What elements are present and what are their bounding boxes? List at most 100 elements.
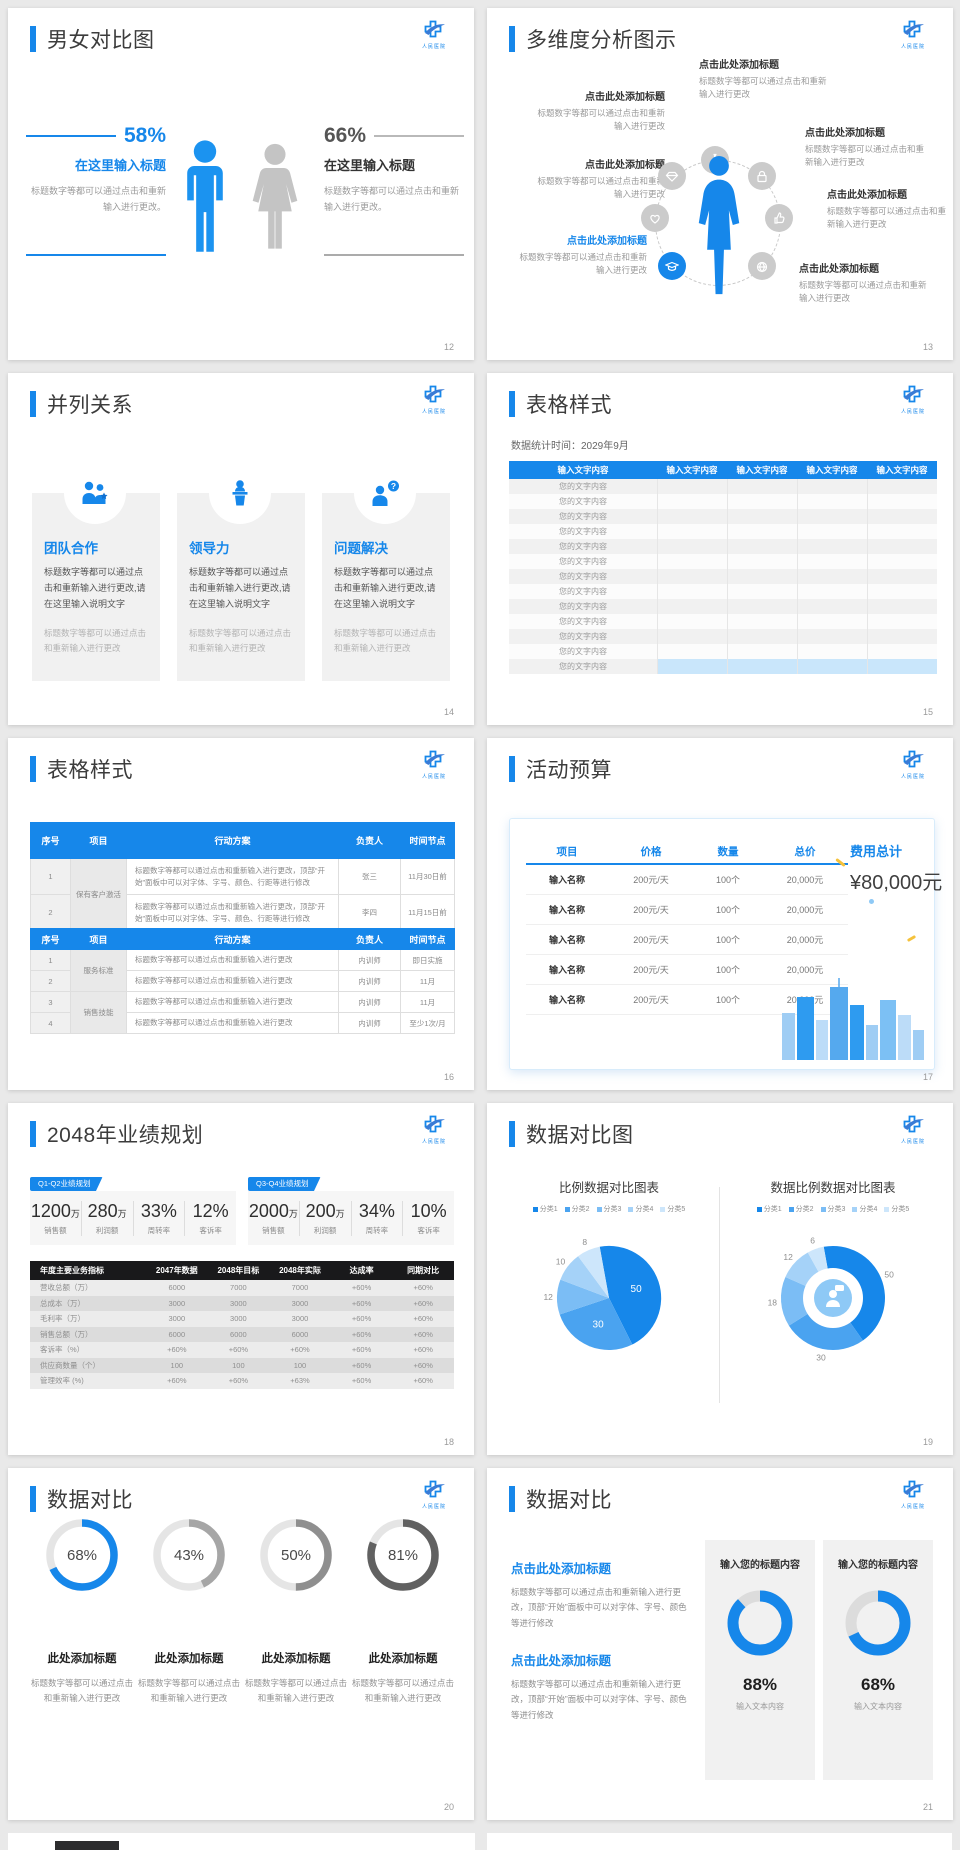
slide-thumbnail-17[interactable]: 活动预算 人民医院 项目 价格 数量 总价 输入名称 200元/天 100个 2… [487, 738, 953, 1090]
item-qty: 100个 [715, 905, 741, 915]
stat-item: 2000万 销售额 [248, 1201, 299, 1236]
slide-header: 2048年业绩规划 [30, 1119, 203, 1149]
hospital-logo: 人民医院 [410, 1115, 458, 1145]
slide-header: 数据对比 [30, 1484, 133, 1514]
table-row: 您的文字内容 [509, 539, 937, 554]
slide-thumbnail-13[interactable]: 多维度分析图示 人民医院 点击此处添加标题 标题数字等都可以通过点击和重新输入进… [487, 8, 953, 360]
ring-progress [46, 1519, 118, 1591]
table-cell: +60% [351, 1329, 372, 1339]
leadership-icon [232, 480, 248, 506]
slide-thumbnail-14[interactable]: 并列关系 人民医院 团队合作 标题数字等都可以通过点击和重新输入进行更改,请在这… [8, 373, 474, 725]
callout-block: 点击此处添加标题 标题数字等都可以通过点击和重新输入进行更改 [531, 156, 665, 201]
card-body: 标题数字等都可以通过点击和重新输入进行更改,请在这里输入说明文字 [334, 567, 436, 610]
table-row: 您的文字内容 [509, 524, 937, 539]
row-number: 2 [30, 970, 71, 992]
donut-stat-card: 输入您的标题内容 68% 输入文本内容 [823, 1540, 933, 1780]
action-plan-table-a: 序号 项目 行动方案 负责人 时间节点 1 保有客户激活 标题数字等都可以通过点… [30, 822, 455, 931]
gray-line [374, 135, 464, 137]
table-cell: +60% [351, 1314, 372, 1324]
pie-slice [578, 1246, 609, 1298]
table-row: 输入名称 200元/天 100个 20,000元 [526, 895, 848, 925]
table-cell [867, 644, 937, 659]
column-header: 时间节点 [400, 822, 455, 859]
next-row-slide-peek [487, 1833, 952, 1850]
item-price: 200元/天 [633, 965, 669, 975]
plan-cell: 标题数字等都可以通过点击和重新输入进行更改 [126, 970, 339, 992]
callout-block: 点击此处添加标题 标题数字等都可以通过点击和重新输入进行更改 [827, 186, 949, 231]
ring-stat-item: 81% 此处添加标题 标题数字等都可以通过点击和重新输入进行更改 [351, 1516, 455, 1706]
slide-thumbnail-16[interactable]: 表格样式 人民医院 序号 项目 行动方案 负责人 时间节点 1 保有客户激活 标… [8, 738, 474, 1090]
table-row: 3 销售技能 标题数字等都可以通过点击和重新输入进行更改 内训师 11月 [30, 991, 455, 1034]
next-slide-dark-element [55, 1841, 119, 1850]
table-cell [797, 494, 867, 509]
block-body: 标题数字等都可以通过点击和重新输入进行更改，顶部“开始”面板中可以对字体、字号、… [511, 1679, 687, 1720]
slide-thumbnail-12[interactable]: 男女对比图 人民医院 58% 在这里输入标题 标题数字等都可以通过点击和重新输入… [8, 8, 474, 360]
total-label: 费用总计 [850, 844, 903, 859]
logo-text: 人民医院 [421, 1139, 446, 1145]
pie-slice [599, 1245, 662, 1345]
table-cell: 您的文字内容 [559, 632, 607, 641]
hospital-cross-icon [424, 1115, 445, 1133]
legend-swatch [756, 1206, 762, 1212]
next-row-slide-peek [8, 1833, 475, 1850]
table-row: 供应商数量（个） 100 100 100 +60% +60% [30, 1357, 454, 1373]
feature-card-teamwork: 团队合作 标题数字等都可以通过点击和重新输入进行更改,请在这里输入说明文字 标题… [32, 462, 160, 681]
table-cell: 您的文字内容 [559, 542, 607, 551]
hospital-cross-icon [424, 750, 445, 768]
slide-header: 并列关系 [30, 389, 133, 419]
table-cell [797, 479, 867, 494]
table-cell: 3000 [230, 1314, 247, 1324]
stat-item: 33% 周转率 [132, 1200, 185, 1236]
card-heading: 问题解决 [334, 541, 388, 556]
owner-cell: 内训师 [338, 949, 401, 971]
owner-cell: 李四 [338, 894, 401, 931]
owner-cell: 内训师 [338, 970, 401, 992]
page-number: 12 [443, 342, 454, 352]
slide-thumbnail-18[interactable]: 2048年业绩规划 人民医院 Q1-Q2业绩规划 Q3-Q4业绩规划 1200万… [8, 1103, 474, 1455]
slide-thumbnail-15[interactable]: 表格样式 人民医院 数据统计时间：2029年9月 输入文字内容 输入文字内容 输… [487, 373, 953, 725]
table-cell [797, 644, 867, 659]
table-cell: 营收总额（万） [40, 1283, 93, 1293]
icon-circle [64, 462, 126, 524]
card-percent: 88% [742, 1675, 778, 1694]
table-cell: +60% [351, 1283, 372, 1293]
slide-thumbnail-20[interactable]: 数据对比 人民医院 68% 此处添加标题 标题数字等都可以通过点击和重新输入进行… [8, 1468, 474, 1820]
title-accent-bar [30, 1121, 36, 1147]
item-name: 输入名称 [548, 995, 585, 1005]
hospital-cross-icon [903, 1115, 924, 1133]
item-heading: 此处添加标题 [154, 1653, 224, 1665]
column-header: 数量 [717, 845, 739, 858]
title-accent-bar [509, 1121, 515, 1147]
logo-text: 人民医院 [421, 1504, 446, 1510]
page-number: 20 [443, 1802, 454, 1812]
table-row: 您的文字内容 [509, 659, 937, 674]
slide-thumbnail-21[interactable]: 数据对比 人民医院 点击此处添加标题 标题数字等都可以通过点击和重新输入进行更改… [487, 1468, 953, 1820]
slide-title: 表格样式 [526, 394, 612, 417]
table-cell [657, 479, 727, 494]
legend-item: 分类5 [660, 1204, 685, 1214]
table-header-row: 项目 价格 数量 总价 [526, 839, 848, 865]
male-figure-icon [187, 140, 223, 252]
hospital-logo: 人民医院 [889, 750, 937, 780]
table-cell: +60% [351, 1298, 372, 1308]
donut-stat-card: 输入您的标题内容 88% 输入文本内容 [705, 1540, 815, 1780]
legend-swatch [788, 1206, 794, 1212]
male-heading: 在这里输入标题 [74, 158, 166, 173]
table-cell [727, 644, 797, 659]
stat-label: 利润额 [313, 1225, 337, 1235]
legend-item: 分类1 [756, 1204, 782, 1214]
progress-ring: 81% [364, 1516, 442, 1594]
column-header: 年度主要业务指标 [40, 1266, 104, 1275]
table-cell [657, 599, 727, 614]
slide-thumbnail-19[interactable]: 数据对比图 人民医院 比例数据对比图表 分类1 分类2 分类3 分类4 分类5 50 30… [487, 1103, 953, 1455]
owner-cell: 内训师 [338, 1012, 401, 1034]
slide-header: 多维度分析图示 [509, 24, 677, 54]
stat-item: 280万 利润额 [80, 1200, 133, 1236]
pie-chart-panel: 比例数据对比图表 分类1 分类2 分类3 分类4 分类5 50 30 12 10 8 [499, 1177, 719, 1378]
buildings-icon [782, 978, 924, 1060]
logo-text: 人民医院 [421, 774, 446, 780]
s19-left-legend: 分类1 分类2 分类3 分类4 分类5 [499, 1204, 719, 1214]
ring-percent: 43% [173, 1546, 205, 1564]
callout-heading: 点击此处添加标题 [585, 160, 665, 171]
item-heading: 此处添加标题 [47, 1653, 117, 1665]
